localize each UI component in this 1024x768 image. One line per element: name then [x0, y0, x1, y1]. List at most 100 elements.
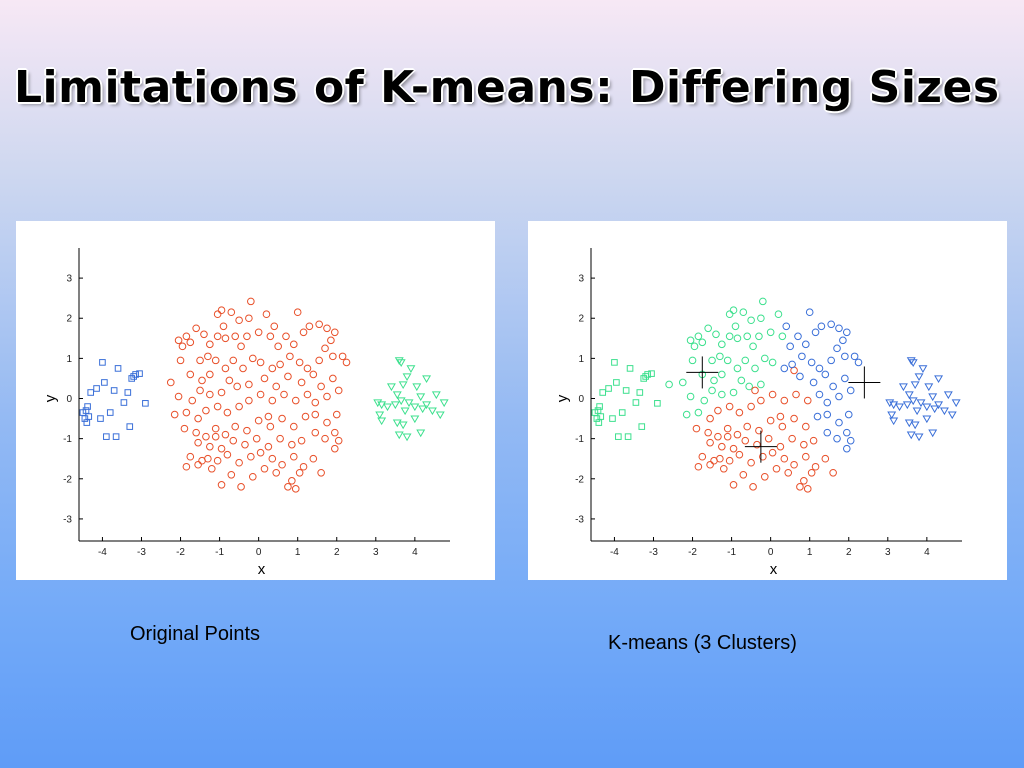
square-point [644, 371, 651, 378]
circle-point [186, 370, 195, 379]
circle-point [829, 468, 837, 477]
triangle-point [404, 399, 414, 408]
circle-point [686, 392, 695, 401]
circle-point [712, 330, 720, 339]
triangle-point [928, 429, 938, 438]
circle-point [718, 370, 726, 379]
circle-point [217, 388, 226, 397]
circle-point [260, 374, 269, 383]
triangle-point [887, 411, 897, 420]
circle-point [741, 436, 750, 445]
circle-point [198, 456, 206, 465]
square-point [110, 387, 118, 394]
circle-point [295, 358, 304, 367]
x-tick-label: -2 [688, 547, 697, 558]
circle-point [260, 464, 269, 473]
circle-point [330, 444, 339, 453]
triangle-point [396, 397, 406, 406]
circle-point [176, 356, 185, 365]
circle-point [760, 472, 769, 481]
triangle-point [406, 365, 416, 374]
circle-point [284, 372, 292, 381]
kmeans-scatter-plot: -4 -3 -2 -1 0 1 2 3 4 3 2 1 0 -1 -2 -3 x y [554, 248, 962, 578]
circle-point [725, 402, 734, 411]
circle-point [213, 402, 222, 411]
circle-point [245, 314, 253, 323]
circle-point [798, 352, 806, 361]
triangle-point [375, 411, 385, 420]
circle-point [192, 324, 200, 333]
circle-point [729, 481, 738, 489]
circle-point [842, 328, 851, 337]
circle-point [321, 344, 329, 353]
circle-point [223, 408, 232, 417]
square-point [638, 423, 646, 430]
circle-point [233, 382, 241, 391]
circle-point [278, 414, 286, 423]
circle-point [751, 364, 759, 373]
square-point [87, 389, 95, 396]
circle-point [716, 352, 724, 361]
circle-point [729, 444, 738, 453]
circle-point [729, 388, 738, 397]
triangle-point [400, 407, 410, 416]
triangle-point [904, 391, 914, 400]
square-point [114, 365, 122, 372]
circle-point [768, 358, 777, 367]
circle-point [206, 340, 214, 349]
circle-point [719, 464, 728, 473]
circle-point [217, 306, 226, 315]
circle-point [342, 358, 351, 367]
square-point [596, 403, 603, 410]
circle-point [743, 422, 752, 431]
circle-point [272, 382, 281, 391]
circle-point [729, 306, 738, 315]
circle-point [280, 390, 288, 399]
circle-point [264, 442, 273, 451]
circle-point [739, 308, 748, 317]
circle-point [182, 408, 191, 417]
circle-point [289, 452, 298, 461]
x-tick-label: 0 [256, 547, 262, 558]
circle-point [329, 352, 337, 361]
circle-point [288, 440, 296, 449]
circle-point [217, 444, 226, 453]
y-tick-label: -3 [575, 514, 584, 525]
circle-point [221, 334, 230, 343]
circle-point [301, 412, 310, 421]
circle-point [241, 440, 249, 449]
circle-point [803, 396, 812, 405]
circle-point [198, 376, 206, 385]
triangle-point [906, 357, 916, 365]
circle-point [723, 356, 732, 365]
circle-point [217, 481, 226, 489]
circle-point [229, 436, 238, 445]
square-point [84, 403, 91, 410]
circle-point [780, 396, 789, 405]
triangle-point [373, 399, 383, 408]
circle-point [211, 356, 220, 365]
circle-point [706, 460, 714, 469]
kmeans-chart-panel: -4 -3 -2 -1 0 1 2 3 4 3 2 1 0 -1 -2 -3 x y [528, 221, 1007, 580]
circle-point [708, 356, 716, 365]
square-point [99, 359, 106, 366]
circle-point [227, 308, 236, 317]
circle-point [227, 470, 236, 479]
triangle-point [906, 431, 916, 440]
circle-point [759, 297, 767, 306]
square-point [624, 433, 632, 440]
circle-point [850, 352, 859, 361]
x-axis-label: x [258, 561, 266, 578]
square-point [642, 373, 649, 380]
circle-point [718, 340, 726, 349]
circle-point [737, 376, 746, 385]
circle-point [323, 392, 331, 401]
circle-point [202, 432, 210, 441]
circle-point [202, 406, 210, 415]
circle-point [317, 468, 325, 477]
circle-point [245, 396, 253, 405]
circle-point [239, 364, 247, 373]
circle-point [211, 432, 220, 441]
circle-point [303, 390, 312, 399]
circle-point [309, 370, 318, 379]
